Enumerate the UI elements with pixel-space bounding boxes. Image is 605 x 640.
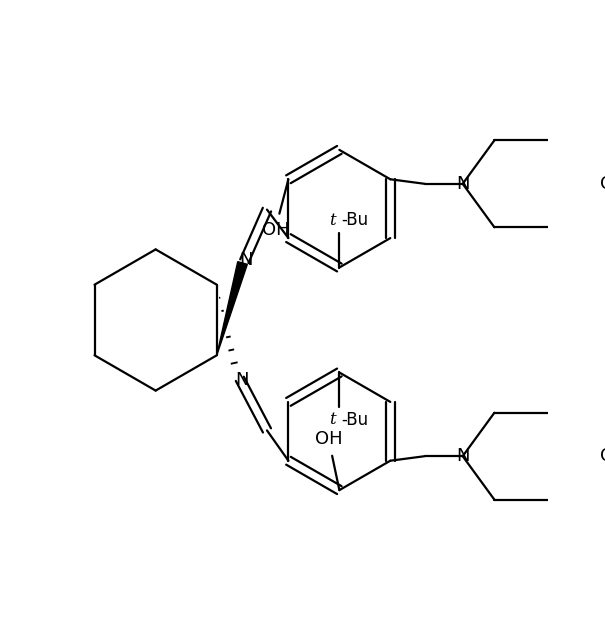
Text: -Bu: -Bu xyxy=(341,410,368,429)
Text: OH: OH xyxy=(315,431,342,449)
Text: N: N xyxy=(456,447,469,465)
Text: t: t xyxy=(329,212,336,229)
Text: t: t xyxy=(329,411,336,428)
Text: O: O xyxy=(600,175,605,193)
Text: N: N xyxy=(240,252,253,269)
Text: N: N xyxy=(456,175,469,193)
Text: N: N xyxy=(235,371,249,388)
Text: O: O xyxy=(600,447,605,465)
Text: OH: OH xyxy=(262,221,290,239)
Polygon shape xyxy=(217,262,247,355)
Text: -Bu: -Bu xyxy=(341,211,368,230)
